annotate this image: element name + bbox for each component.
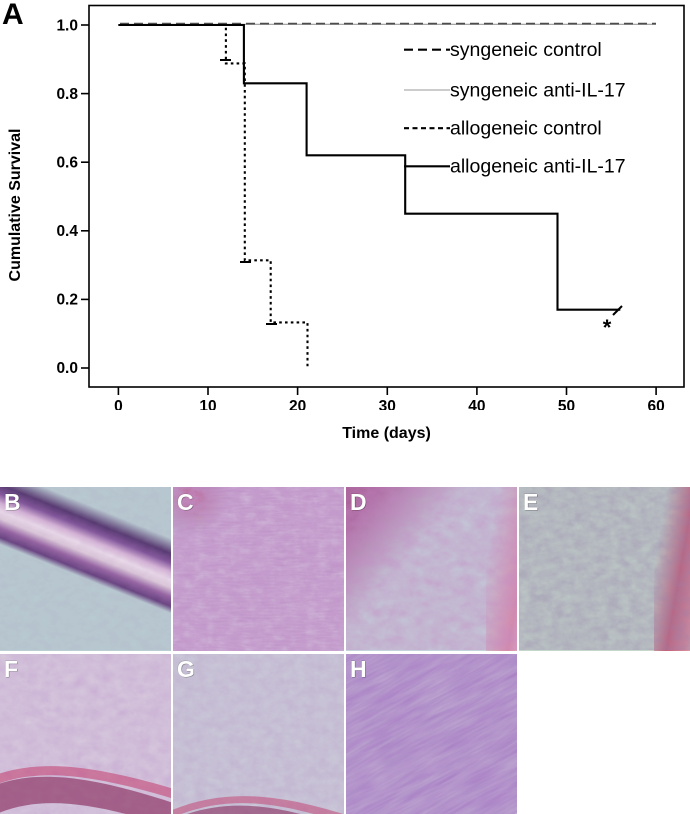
svg-text:Cumulative Survival: Cumulative Survival bbox=[7, 129, 24, 282]
svg-text:allogeneic control: allogeneic control bbox=[450, 118, 602, 140]
svg-text:0.4: 0.4 bbox=[56, 223, 78, 240]
svg-text:30: 30 bbox=[379, 398, 396, 410]
svg-text:0: 0 bbox=[114, 398, 123, 410]
svg-text:40: 40 bbox=[468, 398, 485, 410]
svg-text:20: 20 bbox=[289, 398, 306, 410]
svg-text:1.0: 1.0 bbox=[56, 18, 78, 35]
svg-text:0.0: 0.0 bbox=[56, 360, 78, 377]
svg-text:*: * bbox=[603, 315, 612, 340]
svg-text:10: 10 bbox=[199, 398, 216, 410]
svg-text:0.8: 0.8 bbox=[56, 86, 78, 103]
svg-text:allogeneic anti-IL-17: allogeneic anti-IL-17 bbox=[450, 156, 626, 178]
svg-text:syngeneic anti-IL-17: syngeneic anti-IL-17 bbox=[450, 80, 626, 102]
svg-text:60: 60 bbox=[647, 398, 664, 410]
svg-text:0.2: 0.2 bbox=[56, 292, 78, 309]
svg-text:50: 50 bbox=[558, 398, 575, 410]
svg-text:0.6: 0.6 bbox=[56, 155, 78, 172]
svg-text:syngeneic control: syngeneic control bbox=[450, 39, 602, 61]
